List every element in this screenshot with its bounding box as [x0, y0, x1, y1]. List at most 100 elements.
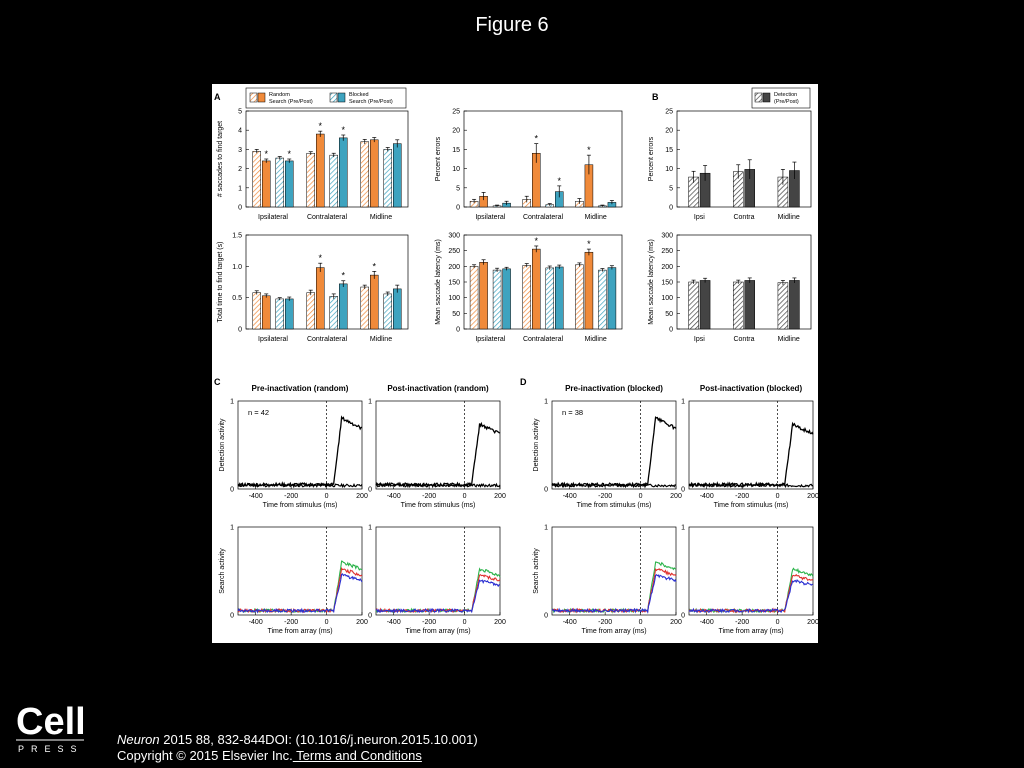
plot-frame	[463, 110, 623, 208]
panel-letter-B: B	[652, 92, 659, 102]
significance-star: *	[341, 271, 345, 281]
legend-swatch-pre	[754, 92, 763, 103]
y-tick-label: 2	[238, 166, 242, 173]
x-tick-label: 200	[494, 493, 506, 500]
y-tick-label: 25	[665, 109, 673, 116]
y-axis-label: Search activity	[533, 548, 540, 594]
bar	[688, 281, 699, 330]
y-tick-label: 1	[230, 525, 234, 532]
panel-letter-D: D	[520, 377, 527, 387]
bar	[607, 267, 617, 330]
y-tick-label: 0	[456, 205, 460, 212]
y-axis-label: Search activity	[219, 548, 226, 594]
y-axis-label: Percent errors	[648, 136, 655, 181]
y-tick-label: 1	[544, 525, 548, 532]
bar	[393, 288, 402, 330]
x-tick-label: -200	[422, 493, 436, 500]
x-tick-label: Contra	[733, 214, 754, 221]
bar	[275, 157, 284, 208]
x-tick-label: 200	[356, 619, 368, 626]
bar-chart-6	[676, 234, 812, 330]
search-trace-green	[688, 567, 814, 614]
bar	[285, 298, 294, 330]
bar-chart-5	[463, 234, 623, 330]
x-tick-label: 0	[325, 619, 329, 626]
x-tick-label: Ipsilateral	[258, 336, 288, 343]
y-tick-label: 1	[368, 525, 372, 532]
plot-frame	[375, 400, 501, 490]
bar	[532, 248, 541, 330]
bar	[555, 266, 564, 330]
bar	[789, 280, 800, 330]
subplot-title: Post-inactivation (random)	[387, 384, 489, 393]
x-tick-label: Ipsilateral	[258, 214, 288, 221]
y-tick-label: 1	[681, 525, 685, 532]
copyright-text: Copyright © 2015 Elsevier Inc.	[117, 748, 293, 763]
y-tick-label: 0	[230, 487, 234, 494]
legend-label: Blocked	[349, 92, 369, 98]
significance-star: *	[341, 125, 345, 135]
bar	[584, 251, 594, 330]
x-axis-label: Time from array (ms)	[718, 628, 783, 635]
bar-chart-4	[245, 234, 409, 330]
detection-trace-response	[551, 416, 677, 489]
y-tick-label: 4	[238, 128, 242, 135]
plot-frame	[551, 526, 677, 616]
legend-label: Search (Pre/Post)	[349, 99, 393, 105]
x-tick-label: Ipsi	[694, 214, 705, 221]
subplot-title: Pre-inactivation (blocked)	[565, 384, 663, 393]
bar	[370, 139, 379, 208]
bar	[339, 283, 348, 330]
x-tick-label: -400	[700, 619, 714, 626]
bar	[502, 268, 511, 330]
x-tick-label: -200	[598, 493, 612, 500]
y-tick-label: 50	[452, 311, 460, 318]
significance-star: *	[287, 149, 291, 159]
terms-link[interactable]: Terms and Conditions	[292, 748, 422, 763]
y-tick-label: 20	[665, 128, 673, 135]
y-tick-label: 100	[661, 295, 673, 302]
x-tick-label: Midline	[778, 336, 800, 343]
bar	[777, 282, 789, 330]
y-tick-label: 15	[665, 147, 673, 154]
x-tick-label: -200	[735, 493, 749, 500]
bar	[383, 293, 392, 330]
legend-swatch-pre	[329, 92, 338, 103]
bar	[252, 151, 261, 208]
search-trace-blue	[688, 579, 814, 614]
x-axis-label: Time from stimulus (ms)	[714, 502, 789, 509]
bar	[252, 292, 261, 330]
line-chart-6	[375, 526, 501, 616]
citation: Neuron 2015 88, 832-844DOI: (10.1016/j.n…	[117, 732, 478, 764]
x-tick-label: Contralateral	[307, 336, 348, 343]
bar	[479, 262, 488, 330]
y-tick-label: 5	[456, 185, 460, 192]
bar	[262, 160, 271, 208]
bar	[393, 143, 402, 208]
x-tick-label: Midline	[370, 214, 392, 221]
x-tick-label: Midline	[585, 214, 607, 221]
x-tick-label: 0	[639, 493, 643, 500]
x-tick-label: -400	[249, 493, 263, 500]
line-chart-8	[688, 526, 814, 616]
legend-swatch-post	[337, 92, 346, 103]
y-tick-label: 1	[681, 399, 685, 406]
search-trace-blue	[551, 573, 677, 615]
svg-text:PRESS: PRESS	[18, 744, 84, 754]
significance-star: *	[587, 239, 591, 249]
bar	[492, 269, 502, 330]
y-axis-label: Detection activity	[533, 418, 540, 471]
detection-trace-response	[688, 421, 814, 488]
line-chart-5	[237, 526, 363, 616]
x-tick-label: 0	[776, 493, 780, 500]
x-tick-label: -400	[700, 493, 714, 500]
x-tick-label: 0	[639, 619, 643, 626]
plot-frame	[375, 526, 501, 616]
bar-chart-1	[245, 110, 409, 208]
plot-frame	[676, 110, 812, 208]
x-tick-label: 0	[776, 619, 780, 626]
y-tick-label: 10	[665, 166, 673, 173]
y-tick-label: 0	[681, 487, 685, 494]
journal-name: Neuron	[117, 732, 160, 747]
x-tick-label: -400	[249, 619, 263, 626]
